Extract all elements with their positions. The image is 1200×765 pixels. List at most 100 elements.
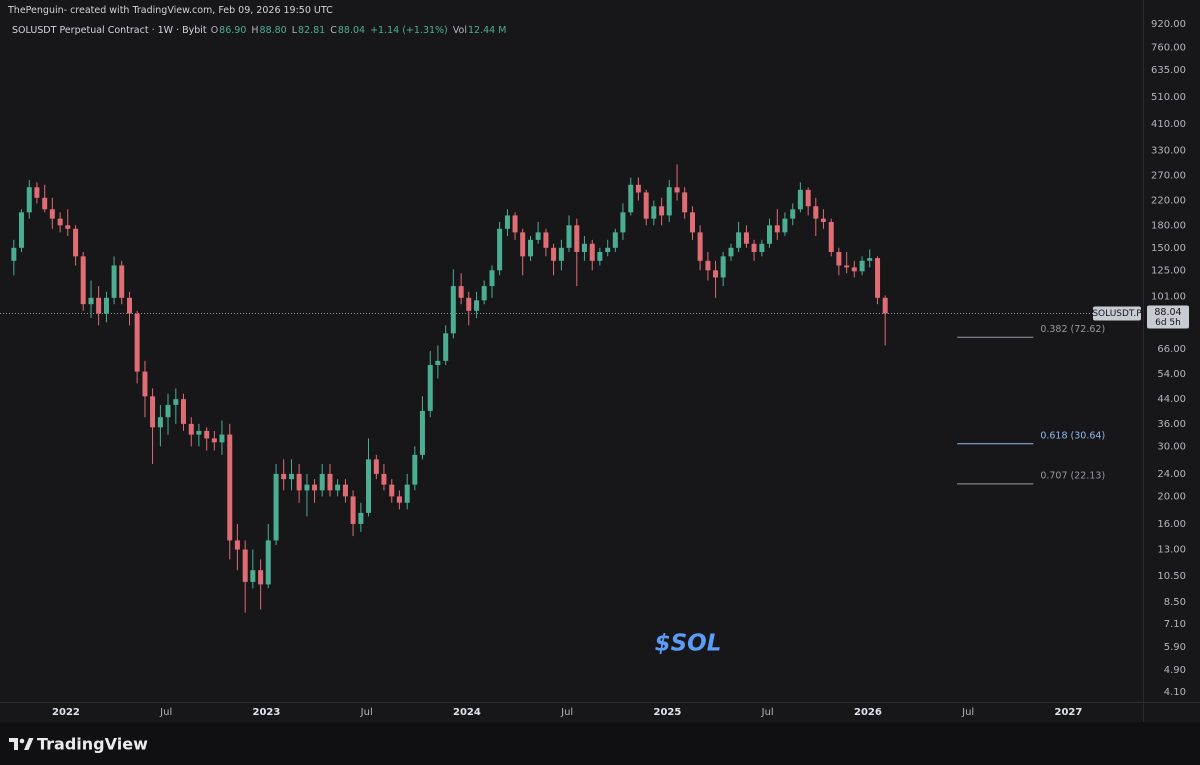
candle-body	[474, 300, 480, 311]
candle-body	[774, 225, 780, 233]
candle-body	[204, 430, 210, 439]
x-tick-label: Jul	[560, 707, 573, 718]
y-tick-label: 8.50	[1164, 597, 1186, 608]
candle-body	[589, 243, 595, 261]
candle-body	[612, 232, 618, 248]
candle-body	[697, 232, 703, 261]
candle-body	[689, 212, 695, 233]
y-tick-label: 125.00	[1151, 265, 1186, 276]
candle-body	[836, 251, 842, 266]
logo-dot	[19, 738, 25, 744]
symbol-tag	[1093, 306, 1141, 321]
candle-body	[867, 258, 873, 261]
candle-body	[466, 297, 472, 311]
candle-body	[844, 265, 850, 268]
y-tick-label: 330.00	[1151, 146, 1186, 157]
candle-body	[419, 410, 425, 455]
candle-body	[751, 243, 757, 252]
y-tick-label: 220.00	[1151, 196, 1186, 207]
candle-body	[34, 187, 40, 198]
brand-text: TradingView	[37, 735, 148, 754]
candle-body	[250, 570, 256, 582]
candle-body	[790, 209, 796, 219]
candle-body	[674, 187, 680, 193]
candle-body	[42, 197, 48, 210]
candle-body	[651, 206, 657, 219]
fib-label: 0.707 (22.13)	[1040, 470, 1105, 481]
candle-body	[103, 297, 109, 314]
legend-key: C	[330, 25, 337, 36]
candle-body	[558, 247, 564, 261]
legend-value: 88.04	[337, 25, 366, 36]
symbol-tag-text: SOLUSDT.P	[1092, 309, 1142, 319]
candle-body	[289, 473, 295, 480]
candle-body	[543, 232, 549, 248]
y-tick-label: 101.00	[1151, 292, 1186, 303]
candle-body	[489, 270, 495, 287]
candle-body	[427, 365, 433, 411]
candle-body	[150, 396, 156, 428]
candle-body	[234, 540, 240, 550]
price-tag-countdown: 6d 5h	[1155, 318, 1181, 328]
candle-body	[743, 232, 749, 244]
candle-body	[643, 192, 649, 219]
candle-body	[350, 496, 356, 524]
y-tick-label: 410.00	[1151, 119, 1186, 130]
candle-body	[504, 215, 510, 229]
candle-body	[859, 260, 865, 272]
candle-body	[551, 247, 557, 261]
candle-body	[196, 430, 202, 435]
legend-value: 82.81	[298, 25, 326, 36]
legend-key: L	[291, 25, 298, 36]
x-tick-label: 2026	[854, 707, 882, 718]
candle-body	[188, 423, 194, 435]
candle-body	[173, 399, 179, 405]
price-tag	[1147, 305, 1189, 329]
candle-body	[597, 251, 603, 261]
candle-body	[304, 484, 310, 491]
candle-body	[713, 270, 719, 278]
candle-body	[265, 540, 271, 585]
candle-body	[342, 484, 348, 497]
candle-body	[358, 512, 364, 524]
candle-body	[96, 297, 102, 314]
x-tick-label: 2025	[654, 707, 682, 718]
y-tick-label: 510.00	[1151, 92, 1186, 103]
x-tick-label: Jul	[961, 707, 974, 718]
y-tick-label: 5.90	[1164, 642, 1186, 653]
candle-body	[782, 218, 788, 233]
candle-body	[628, 184, 634, 213]
y-tick-label: 150.00	[1151, 243, 1186, 254]
candle-body	[312, 484, 318, 491]
candle-body	[635, 184, 641, 193]
y-tick-label: 4.90	[1164, 665, 1186, 676]
legend-volume: 12.44 M	[467, 25, 507, 36]
legend-key: H	[251, 25, 259, 36]
candle-body	[18, 212, 24, 248]
candle-body	[435, 360, 441, 366]
candle-body	[851, 267, 857, 272]
candle-body	[157, 417, 163, 428]
candle-body	[666, 187, 672, 216]
y-tick-label: 36.00	[1157, 419, 1186, 430]
y-tick-label: 270.00	[1151, 170, 1186, 181]
y-tick-label: 54.00	[1157, 369, 1186, 380]
watermark: $SOL	[655, 631, 722, 657]
candle-body	[319, 473, 325, 491]
y-tick-label: 24.00	[1157, 469, 1186, 480]
candle-body	[73, 228, 79, 257]
y-tick-label: 10.50	[1157, 571, 1186, 582]
candle-body	[273, 473, 279, 541]
y-tick-label: 16.00	[1157, 519, 1186, 530]
y-tick-label: 44.00	[1157, 394, 1186, 405]
x-tick-label: Jul	[360, 707, 373, 718]
legend-value: 88.80	[259, 25, 287, 36]
y-tick-label: 13.00	[1157, 545, 1186, 556]
candle-body	[797, 189, 803, 210]
candle-body	[535, 232, 541, 240]
candle-body	[119, 265, 125, 298]
legend: SOLUSDT Perpetual Contract · 1W · Bybit …	[12, 25, 511, 36]
candle-body	[134, 313, 140, 372]
